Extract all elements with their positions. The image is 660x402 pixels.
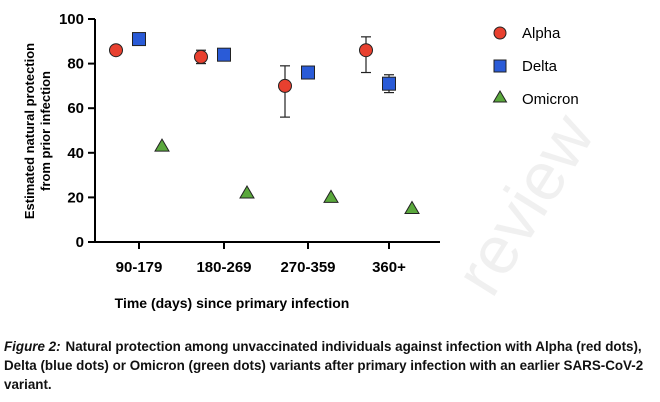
legend-label-delta: Delta [522,58,558,75]
y-tick-label-100: 100 [59,11,84,28]
point-omicron-3 [404,200,420,215]
legend-label-omicron: Omicron [522,91,579,108]
figure-caption: Figure 2: Natural protection among unvacc… [4,337,654,394]
point-omicron-1 [239,184,255,199]
point-delta-1 [217,47,231,62]
y-tick-label-20: 20 [67,189,84,206]
x-tick-label-3: 360+ [372,259,406,276]
x-tick-label-0: 90-179 [116,259,163,276]
point-alpha-1 [194,49,208,64]
data-marks [109,32,420,215]
point-omicron-2 [323,189,339,203]
point-delta-3 [382,76,396,91]
legend-label-alpha: Alpha [522,25,561,42]
x-ticks: 90-179 180-269 270-359 360+ [116,242,406,276]
legend-marker-delta [493,59,507,73]
point-alpha-3 [359,43,373,58]
x-axis-label: Time (days) since primary infection [115,295,350,311]
y-axis-label-line2: from prior infection [38,71,53,191]
legend-marker-omicron [492,90,508,103]
point-omicron-0 [154,138,170,152]
point-delta-2 [301,65,315,80]
x-tick-label-2: 270-359 [280,259,335,276]
figure-caption-text: Natural protection among unvaccinated in… [4,339,644,392]
point-alpha-0 [109,43,123,58]
chart: review Estimated natural protection from… [22,11,609,311]
y-tick-label-40: 40 [67,145,84,162]
y-tick-label-80: 80 [67,56,84,73]
figure-caption-label: Figure 2: [4,339,61,354]
y-ticks: 0 20 40 60 80 100 [59,11,95,251]
y-axis-label-line1: Estimated natural protection [22,43,37,219]
y-tick-label-60: 60 [67,100,84,117]
point-delta-0 [132,32,146,47]
legend: Alpha Delta Omicron [492,25,579,108]
y-tick-label-0: 0 [76,234,84,251]
legend-marker-alpha [493,26,507,40]
watermark-text: review [440,100,609,308]
x-tick-label-1: 180-269 [196,259,251,276]
point-alpha-2 [278,78,292,93]
